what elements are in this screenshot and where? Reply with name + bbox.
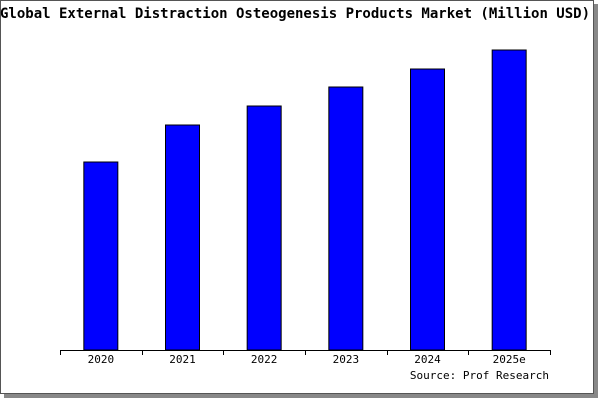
x-tick-label: 2025e [493,353,526,366]
bar [328,86,364,351]
bar [491,49,527,351]
bar [246,105,282,351]
x-tick-label: 2023 [333,353,360,366]
source-note: Source: Prof Research [410,369,549,382]
chart-title: Global External Distraction Osteogenesis… [0,6,590,22]
x-tick-label: 2020 [88,353,115,366]
x-tick-label: 2022 [251,353,278,366]
bar [165,124,200,351]
bar [410,68,445,351]
x-tick-label: 2021 [169,353,196,366]
x-tick-label: 2024 [414,353,441,366]
bar [83,161,119,351]
